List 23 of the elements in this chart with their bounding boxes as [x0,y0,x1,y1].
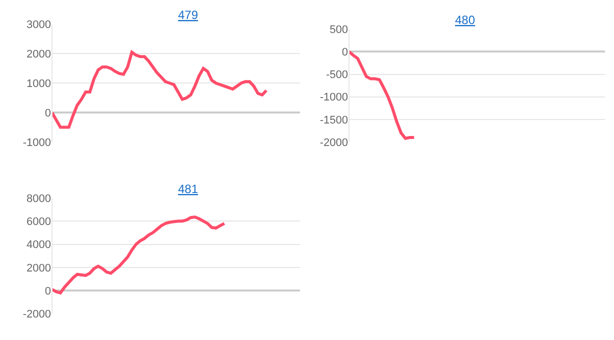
y-tick-label: -2000 [22,308,51,321]
y-tick-label: 4000 [26,239,51,252]
y-tick-label: -500 [326,69,348,82]
y-tick-label: -1500 [320,114,348,126]
y-tick-label: 8000 [26,192,51,205]
chart-title: 481 [178,182,198,196]
y-tick-label: 6000 [26,216,51,228]
y-tick-label: -2000 [320,136,348,149]
line-series [52,50,268,129]
y-tick-label: 500 [330,24,348,36]
y-tick-label: -1000 [22,136,51,149]
y-tick-label: 0 [342,46,348,59]
y-tick-label: 1000 [26,78,51,90]
y-tick-label: 3000 [26,19,51,32]
y-tick-label: 2000 [26,48,51,61]
line-series [349,50,416,140]
line-series [52,216,226,294]
y-tick-label: 0 [44,285,51,298]
y-tick-label: -1000 [320,92,348,104]
chart-title: 479 [178,8,198,22]
y-tick-label: 2000 [26,262,51,274]
chart-title: 480 [455,13,476,27]
y-tick-label: 0 [44,107,51,120]
